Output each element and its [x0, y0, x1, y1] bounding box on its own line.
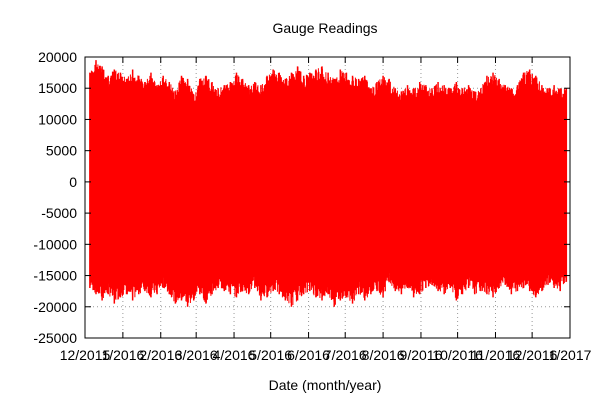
x-tick-label: 12/2016 — [507, 347, 558, 363]
x-tick-label: 11/2016 — [471, 347, 521, 363]
x-tick-label: 5/2016 — [249, 347, 292, 363]
x-tick-label: 6/2016 — [287, 347, 330, 363]
x-tick-label: 4/2016 — [213, 347, 256, 363]
y-tick-label: 15000 — [38, 80, 77, 96]
x-tick-label: 2/2016 — [139, 347, 182, 363]
x-tick-label: 10/2016 — [432, 347, 483, 363]
y-tick-label: 0 — [69, 174, 77, 190]
y-tick-label: 20000 — [38, 49, 77, 65]
y-tick-label: -5000 — [41, 205, 77, 221]
y-tick-label: -15000 — [33, 268, 77, 284]
x-tick-label: 1/2016 — [101, 347, 144, 363]
x-tick-label: 8/2016 — [362, 347, 405, 363]
y-tick-label: -10000 — [33, 236, 77, 252]
data-series — [89, 60, 568, 307]
x-tick-label: 9/2016 — [400, 347, 443, 363]
y-tick-label: -25000 — [33, 330, 77, 346]
x-tick-label: 1/2017 — [549, 347, 592, 363]
y-tick-label: -20000 — [33, 299, 77, 315]
x-axis-label: Date (month/year) — [269, 377, 382, 393]
y-tick-label: 10000 — [38, 111, 77, 127]
x-tick-label: 3/2016 — [175, 347, 218, 363]
chart-title: Gauge Readings — [272, 20, 377, 36]
y-tick-label: 5000 — [46, 143, 77, 159]
axis-ticks: 20000 15000 10000 5000 0 -5000 -10000 -15000 -20… — [33, 49, 591, 363]
plot-frame — [84, 56, 571, 339]
x-tick-label: 7/2016 — [324, 347, 367, 363]
x-tick-label: 12/2015 — [60, 347, 111, 363]
